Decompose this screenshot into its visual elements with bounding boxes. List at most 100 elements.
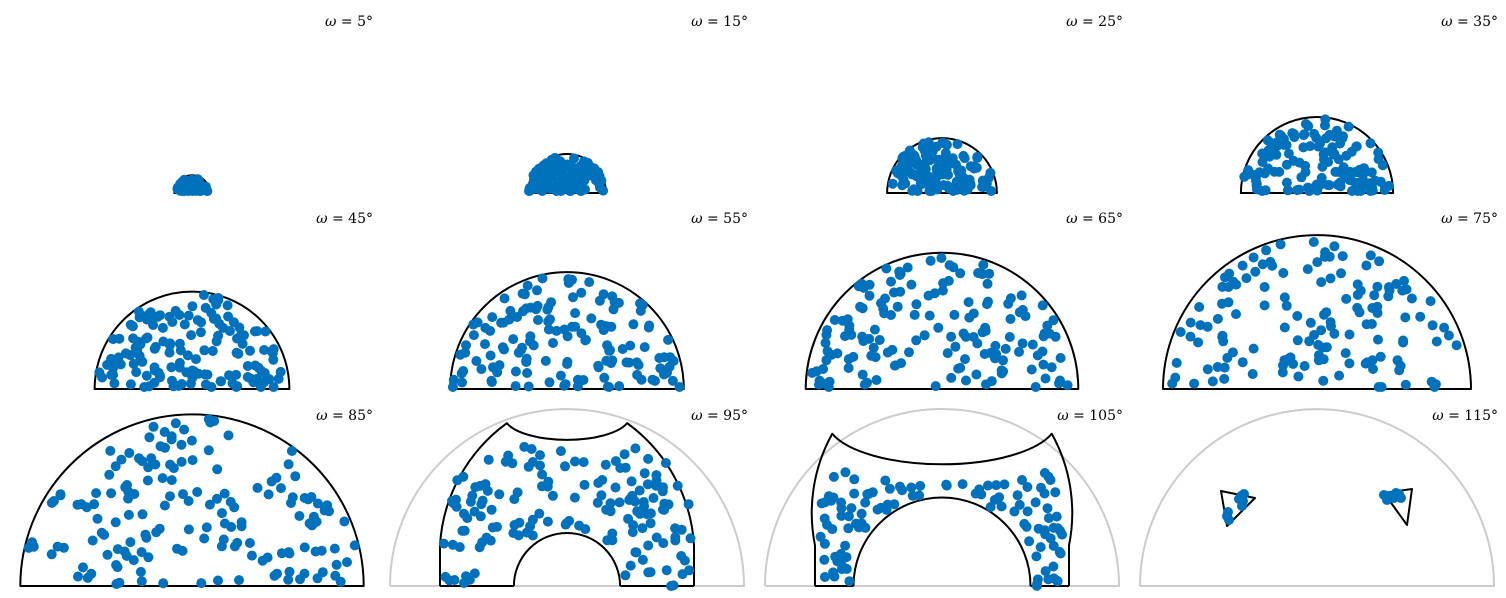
data-point: [125, 537, 136, 548]
data-point: [1360, 358, 1371, 369]
data-point: [1354, 307, 1365, 318]
data-point: [237, 338, 248, 349]
data-point: [1044, 328, 1055, 339]
data-point: [1351, 141, 1362, 152]
data-point: [560, 461, 570, 472]
data-point: [977, 182, 988, 192]
data-point: [1031, 551, 1042, 562]
data-point: [1189, 378, 1200, 389]
data-point: [142, 475, 153, 486]
data-point: [467, 490, 478, 501]
data-point: [933, 322, 944, 333]
data-point: [907, 185, 918, 196]
data-point: [1391, 278, 1402, 289]
omega-symbol: ω: [691, 14, 703, 30]
data-point: [857, 369, 868, 380]
data-point: [562, 356, 573, 367]
data-point: [570, 456, 580, 467]
data-point: [1185, 331, 1196, 342]
data-point: [1052, 576, 1063, 587]
data-point: [534, 508, 545, 519]
data-point: [1334, 370, 1345, 381]
data-point: [48, 496, 59, 506]
data-point: [938, 137, 949, 148]
panel-omega-5: ω = 5°: [172, 14, 373, 196]
data-point: [191, 354, 201, 365]
data-point: [982, 278, 993, 289]
data-point: [1030, 382, 1041, 392]
data-point: [1237, 357, 1248, 368]
data-point: [1219, 362, 1230, 373]
data-point: [480, 339, 490, 350]
data-point: [886, 310, 896, 320]
data-point: [632, 506, 643, 517]
data-point: [1325, 317, 1336, 328]
data-point: [141, 370, 152, 381]
panel-label: ω = 25°: [1066, 14, 1123, 30]
data-point: [855, 301, 866, 312]
data-point: [224, 326, 235, 336]
data-point: [527, 514, 538, 525]
data-point: [512, 312, 523, 322]
data-point: [1425, 296, 1436, 307]
data-point: [124, 448, 135, 458]
data-point: [643, 453, 654, 464]
data-point: [567, 321, 578, 332]
data-point: [555, 446, 566, 457]
omega-symbol: ω: [691, 211, 703, 227]
data-point: [1283, 148, 1294, 159]
data-point: [561, 518, 572, 529]
data-point: [451, 501, 462, 512]
data-point: [299, 568, 310, 579]
data-point: [586, 313, 597, 324]
data-point: [580, 524, 591, 535]
data-point: [166, 431, 177, 442]
omega-value: = 95°: [703, 408, 748, 424]
data-point: [458, 471, 469, 482]
data-point: [73, 571, 83, 582]
data-point: [116, 454, 127, 465]
data-point: [672, 480, 683, 491]
data-point: [843, 511, 854, 522]
data-point: [569, 153, 579, 164]
panel-omega-35: ω = 35°: [1239, 14, 1498, 196]
data-point: [1281, 300, 1292, 311]
data-point: [628, 520, 639, 531]
data-point: [1048, 540, 1059, 551]
point-series: [1239, 114, 1394, 196]
data-point: [158, 336, 169, 347]
data-point: [856, 508, 867, 519]
omega-symbol: ω: [1441, 211, 1453, 227]
data-point: [677, 569, 688, 580]
data-point: [919, 330, 930, 341]
data-point: [1397, 285, 1408, 296]
data-point: [902, 262, 913, 273]
data-point: [1259, 300, 1270, 311]
data-point: [507, 458, 518, 469]
data-point: [1313, 350, 1324, 361]
data-point: [1224, 515, 1234, 525]
data-point: [263, 489, 274, 500]
data-point: [234, 575, 244, 586]
data-point: [919, 173, 930, 183]
data-point: [1217, 298, 1227, 309]
data-point: [1294, 184, 1305, 195]
data-point: [617, 344, 628, 354]
data-point: [1316, 277, 1327, 288]
data-point: [828, 471, 839, 482]
data-point: [1426, 376, 1437, 387]
data-point: [317, 567, 328, 578]
data-point: [860, 497, 871, 508]
data-point: [911, 335, 922, 346]
omega-symbol: ω: [691, 408, 703, 424]
data-point: [1223, 507, 1233, 517]
data-point: [1375, 351, 1386, 362]
data-point: [662, 367, 672, 378]
data-point: [218, 534, 229, 545]
data-point: [167, 317, 178, 327]
data-point: [1400, 379, 1411, 390]
data-point: [231, 347, 242, 358]
data-point: [846, 503, 857, 514]
data-point: [826, 495, 837, 506]
data-point: [601, 355, 612, 366]
